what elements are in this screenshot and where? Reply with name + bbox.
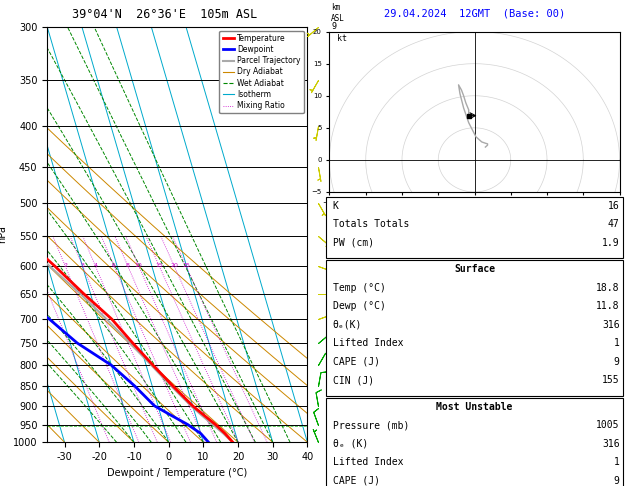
Text: 39°04'N  26°36'E  105m ASL: 39°04'N 26°36'E 105m ASL [72, 8, 257, 21]
Text: 10: 10 [135, 263, 143, 268]
Text: 9: 9 [614, 357, 620, 367]
Text: kt: kt [337, 34, 347, 43]
Text: Temp (°C): Temp (°C) [333, 283, 386, 293]
Text: 155: 155 [602, 375, 620, 385]
Text: 3: 3 [81, 263, 84, 268]
Text: K: K [333, 201, 338, 211]
Text: PW (cm): PW (cm) [333, 238, 374, 248]
Text: 4: 4 [331, 314, 337, 324]
Text: 20: 20 [170, 263, 178, 268]
Text: 6: 6 [331, 199, 337, 208]
Text: 6: 6 [112, 263, 116, 268]
Text: 1LCL: 1LCL [331, 420, 352, 429]
Text: Lifted Index: Lifted Index [333, 338, 403, 348]
Text: 11.8: 11.8 [596, 301, 620, 312]
Text: Surface: Surface [454, 264, 495, 275]
Text: 316: 316 [602, 320, 620, 330]
Text: 1005: 1005 [596, 420, 620, 431]
Text: CIN (J): CIN (J) [333, 375, 374, 385]
Text: CAPE (J): CAPE (J) [333, 357, 379, 367]
Text: 16: 16 [608, 201, 620, 211]
Text: 316: 316 [602, 439, 620, 449]
Text: km
ASL: km ASL [331, 3, 345, 22]
Text: CAPE (J): CAPE (J) [333, 476, 379, 486]
Text: Pressure (mb): Pressure (mb) [333, 420, 409, 431]
Text: Lifted Index: Lifted Index [333, 457, 403, 468]
Text: 7: 7 [331, 122, 337, 131]
Text: 9: 9 [331, 22, 337, 31]
Text: 47: 47 [608, 219, 620, 229]
Text: 18.8: 18.8 [596, 283, 620, 293]
Y-axis label: hPa: hPa [0, 226, 8, 243]
Text: 25: 25 [182, 263, 190, 268]
Text: 1: 1 [614, 338, 620, 348]
Text: Totals Totals: Totals Totals [333, 219, 409, 229]
Text: Most Unstable: Most Unstable [437, 402, 513, 412]
Text: 9: 9 [614, 476, 620, 486]
Text: θₑ (K): θₑ (K) [333, 439, 368, 449]
Legend: Temperature, Dewpoint, Parcel Trajectory, Dry Adiabat, Wet Adiabat, Isotherm, Mi: Temperature, Dewpoint, Parcel Trajectory… [220, 31, 304, 113]
Text: 4: 4 [93, 263, 97, 268]
Text: 15: 15 [155, 263, 163, 268]
Text: 5: 5 [331, 261, 337, 270]
Text: 2: 2 [331, 361, 337, 370]
X-axis label: Dewpoint / Temperature (°C): Dewpoint / Temperature (°C) [107, 468, 247, 478]
Text: 2: 2 [63, 263, 67, 268]
Text: 8: 8 [126, 263, 130, 268]
Text: 1.9: 1.9 [602, 238, 620, 248]
Text: Dewp (°C): Dewp (°C) [333, 301, 386, 312]
Text: 29.04.2024  12GMT  (Base: 00): 29.04.2024 12GMT (Base: 00) [384, 8, 565, 18]
Text: θₑ(K): θₑ(K) [333, 320, 362, 330]
Text: 1: 1 [614, 457, 620, 468]
